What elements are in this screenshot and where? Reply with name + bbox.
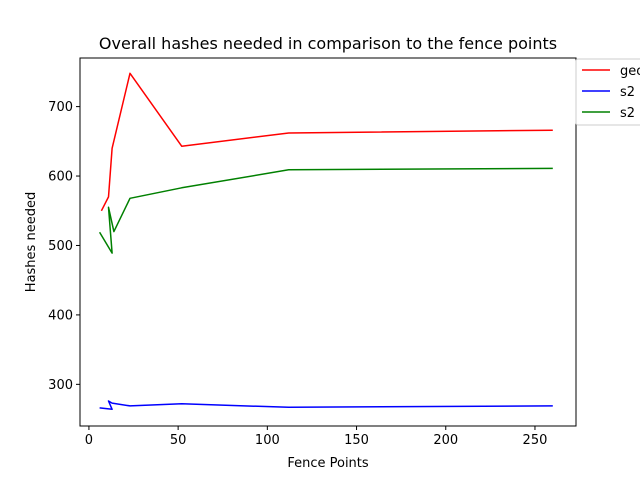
- x-tick-label: 50: [170, 433, 187, 448]
- legend-label-0: geo: [620, 64, 640, 79]
- legend-label-2: s2: [620, 106, 635, 121]
- y-tick-label: 300: [48, 378, 73, 393]
- plot-area: 0 50 100 150 200 250 300 400 500 600 700: [48, 57, 577, 448]
- y-axis-label: Hashes needed: [24, 192, 39, 292]
- chart-title: Overall hashes needed in comparison to t…: [99, 34, 557, 53]
- axes-frame: [79, 57, 577, 427]
- x-axis-label: Fence Points: [287, 456, 369, 471]
- legend: geo s2 s2: [575, 58, 640, 126]
- legend-label-1: s2: [620, 85, 635, 100]
- x-tick-label: 250: [523, 433, 548, 448]
- y-tick-label: 500: [48, 239, 73, 254]
- x-tick-label: 100: [255, 433, 280, 448]
- y-tick-label: 600: [48, 170, 73, 185]
- x-tick-label: 200: [433, 433, 458, 448]
- x-tick-label: 0: [85, 433, 93, 448]
- x-axis-ticks: 0 50 100 150 200 250: [85, 426, 548, 448]
- y-axis-ticks: 300 400 500 600 700: [48, 100, 80, 393]
- series-line-2: [98, 167, 553, 254]
- y-tick-label: 400: [48, 308, 73, 323]
- series-lines: [98, 72, 553, 411]
- x-tick-label: 150: [344, 433, 369, 448]
- series-line-0: [100, 72, 553, 212]
- y-tick-label: 700: [48, 100, 73, 115]
- series-line-1: [99, 400, 553, 411]
- legend-box: [575, 58, 640, 126]
